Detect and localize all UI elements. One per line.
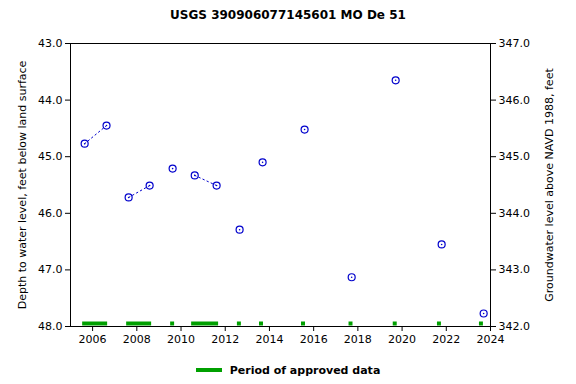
- svg-text:344.0: 344.0: [499, 207, 531, 220]
- svg-text:2006: 2006: [79, 333, 107, 346]
- svg-text:2020: 2020: [388, 333, 416, 346]
- svg-text:2008: 2008: [123, 333, 151, 346]
- svg-text:2014: 2014: [255, 333, 283, 346]
- html-text:USGS 390906077145601 MO De 51: USGS 390906077145601 MO De 51: [170, 8, 406, 22]
- svg-text:2012: 2012: [211, 333, 239, 346]
- svg-text:48.0: 48.0: [38, 320, 63, 333]
- svg-text:343.0: 343.0: [499, 263, 531, 276]
- html-text:Period of approved data: Period of approved data: [229, 363, 381, 377]
- svg-text:345.0: 345.0: [499, 150, 531, 163]
- svg-text:2016: 2016: [300, 333, 328, 346]
- svg-text:2022: 2022: [432, 333, 460, 346]
- svg-text:45.0: 45.0: [38, 150, 63, 163]
- svg-text:347.0: 347.0: [499, 37, 531, 50]
- svg-text:47.0: 47.0: [38, 263, 63, 276]
- svg-text:2010: 2010: [167, 333, 195, 346]
- svg-text:342.0: 342.0: [499, 320, 531, 333]
- svg-text:2024: 2024: [477, 333, 505, 346]
- svg-text:Groundwater level above NAVD 1: Groundwater level above NAVD 1988, feet: [543, 68, 556, 302]
- svg-text:Depth to water level, feet bel: Depth to water level, feet below land su…: [16, 60, 29, 309]
- svg-text:46.0: 46.0: [38, 207, 63, 220]
- svg-text:44.0: 44.0: [38, 94, 63, 107]
- svg-text:346.0: 346.0: [499, 94, 531, 107]
- svg-text:43.0: 43.0: [38, 37, 63, 50]
- svg-text:2018: 2018: [344, 333, 372, 346]
